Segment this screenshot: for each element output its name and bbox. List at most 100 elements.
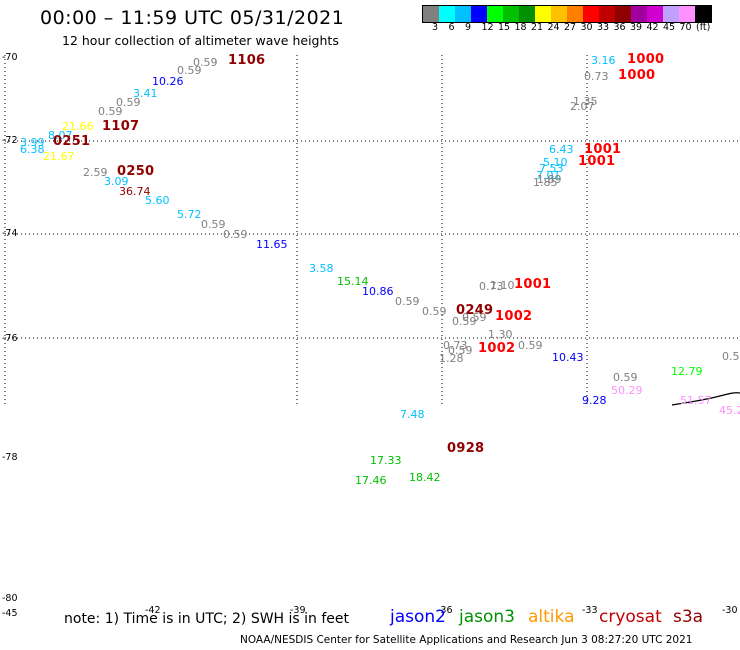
- scale-swatch: [423, 6, 439, 22]
- wave-height-label: 11.65: [256, 238, 288, 251]
- legend-altika: altika: [528, 607, 575, 627]
- scale-label: 6: [448, 22, 455, 33]
- wave-height-label: 0.59: [177, 64, 202, 77]
- scale-swatch: [679, 6, 695, 22]
- wave-height-label: 10.26: [152, 75, 184, 88]
- scale-swatch: [535, 6, 551, 22]
- scale-label: 36: [613, 22, 626, 33]
- scale-swatch: [583, 6, 599, 22]
- footer-credit: NOAA/NESDIS Center for Satellite Applica…: [240, 634, 693, 646]
- wave-height-label: 1001: [578, 154, 616, 169]
- scale-swatch: [663, 6, 679, 22]
- wave-height-label: 7.01: [536, 169, 561, 182]
- legend-cryosat: cryosat: [599, 607, 662, 627]
- scale-label: 30: [580, 22, 593, 33]
- scale-swatch: [615, 6, 631, 22]
- wave-height-label: 8.07: [48, 129, 73, 142]
- wave-height-label: 1107: [102, 119, 140, 134]
- scale-label: 42: [646, 22, 659, 33]
- scale-swatch: [487, 6, 503, 22]
- wave-height-label: 0251: [53, 134, 91, 149]
- grid-svg: [4, 55, 740, 406]
- coastline: [671, 392, 740, 406]
- lon-label: -33: [582, 605, 598, 616]
- wave-height-label: 0.73: [443, 339, 468, 352]
- wave-height-label: 1.35: [573, 95, 598, 108]
- scale-swatch: [631, 6, 647, 22]
- wave-height-label: 0.73: [584, 70, 609, 83]
- wave-height-label: 36.74: [119, 185, 151, 198]
- lat-label: -76: [2, 333, 18, 344]
- wave-height-label: 0.59: [193, 56, 218, 69]
- scale-swatch: [695, 6, 711, 22]
- wave-height-label: 7.48: [400, 408, 425, 421]
- scale-swatch: [455, 6, 471, 22]
- scale-swatch: [567, 6, 583, 22]
- wave-height-label: 0.59: [223, 228, 248, 241]
- wave-height-label: 0.59: [116, 96, 141, 109]
- wave-height-label: 1.28: [439, 352, 464, 365]
- wave-height-label: 0.59: [448, 344, 473, 357]
- wave-height-label: 10.86: [362, 285, 394, 298]
- wave-height-label: 1002: [495, 309, 533, 324]
- wave-height-label: 0.59: [613, 371, 638, 384]
- color-scale-bar: [422, 5, 712, 23]
- wave-height-label: 1001: [584, 142, 622, 157]
- lon-label: -45: [2, 608, 18, 619]
- wave-height-label: 0.59: [452, 315, 477, 328]
- scale-label: 12: [481, 22, 494, 33]
- scale-label: 24: [547, 22, 560, 33]
- wave-height-label: 17.33: [370, 454, 402, 467]
- wave-height-label: 2.07: [570, 100, 595, 113]
- scale-label: 3: [432, 22, 439, 33]
- scale-swatch: [519, 6, 535, 22]
- wave-height-label: 3.16: [591, 54, 616, 67]
- wave-height-label: 0928: [447, 441, 485, 456]
- wave-height-label: 0.59: [518, 339, 543, 352]
- wave-height-label: 21.67: [43, 150, 75, 163]
- wave-height-label: 51.57: [680, 394, 712, 407]
- wave-height-label: 0.59: [422, 305, 447, 318]
- lat-label: -70: [2, 52, 18, 63]
- lat-label: -78: [2, 452, 18, 463]
- lon-label: -39: [290, 605, 306, 616]
- wave-height-label: 3.09: [104, 175, 129, 188]
- wave-height-label: 1002: [478, 341, 516, 356]
- wave-height-label: 0.59: [98, 105, 123, 118]
- wave-height-label: 0.73: [479, 280, 504, 293]
- wave-height-label: 3.41: [133, 87, 158, 100]
- wave-height-label: 3.99: [20, 136, 45, 149]
- wave-height-label: 6.43: [549, 143, 574, 156]
- wave-height-label: 0.59: [395, 295, 420, 308]
- wave-height-label: 10.43: [552, 351, 584, 364]
- wave-height-label: 18.42: [409, 471, 441, 484]
- wave-height-label: 0.59: [201, 218, 226, 231]
- scale-label: 27: [564, 22, 577, 33]
- wave-height-label: 0249: [456, 303, 494, 318]
- scale-swatch: [599, 6, 615, 22]
- wave-height-label: 0250: [117, 164, 155, 179]
- legend-note: note: 1) Time is in UTC; 2) SWH is in fe…: [64, 611, 350, 627]
- scale-swatch: [439, 6, 455, 22]
- wave-height-label: 0.5: [722, 350, 740, 363]
- wave-height-label: 1001: [514, 277, 552, 292]
- wave-height-label: 1.85: [533, 176, 558, 189]
- page-subtitle: 12 hour collection of altimeter wave hei…: [62, 33, 339, 48]
- scale-label: 45: [663, 22, 676, 33]
- wave-height-label: 1.10: [490, 279, 515, 292]
- wave-height-label: 45.2: [719, 404, 740, 417]
- lon-label: -30: [722, 605, 738, 616]
- wave-height-label: 15.14: [337, 275, 369, 288]
- wave-height-label: 17.46: [355, 474, 387, 487]
- scale-swatch: [503, 6, 519, 22]
- scale-label: (ft): [696, 22, 711, 33]
- scale-label: 9: [465, 22, 472, 33]
- scale-swatch: [471, 6, 487, 22]
- lat-label: -74: [2, 228, 18, 239]
- lat-label: -80: [2, 593, 18, 604]
- wave-height-label: 3.58: [309, 262, 334, 275]
- scale-label: 18: [514, 22, 527, 33]
- map-frame: [4, 55, 740, 406]
- wave-height-label: 50.29: [611, 384, 643, 397]
- legend-s3a: s3a: [673, 607, 704, 627]
